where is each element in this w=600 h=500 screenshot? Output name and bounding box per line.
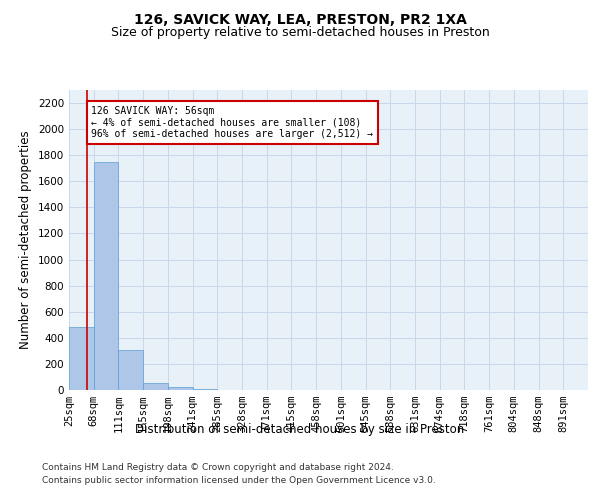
Bar <box>69 328 94 390</box>
Bar <box>168 388 193 390</box>
Text: Distribution of semi-detached houses by size in Preston: Distribution of semi-detached houses by … <box>136 422 464 436</box>
Text: 126 SAVICK WAY: 56sqm
← 4% of semi-detached houses are smaller (108)
96% of semi: 126 SAVICK WAY: 56sqm ← 4% of semi-detac… <box>91 106 373 139</box>
Text: Contains public sector information licensed under the Open Government Licence v3: Contains public sector information licen… <box>42 476 436 485</box>
Bar <box>118 350 143 390</box>
Text: Size of property relative to semi-detached houses in Preston: Size of property relative to semi-detach… <box>110 26 490 39</box>
Y-axis label: Number of semi-detached properties: Number of semi-detached properties <box>19 130 32 350</box>
Bar <box>143 383 168 390</box>
Bar <box>94 162 118 390</box>
Text: 126, SAVICK WAY, LEA, PRESTON, PR2 1XA: 126, SAVICK WAY, LEA, PRESTON, PR2 1XA <box>134 12 466 26</box>
Text: Contains HM Land Registry data © Crown copyright and database right 2024.: Contains HM Land Registry data © Crown c… <box>42 462 394 471</box>
